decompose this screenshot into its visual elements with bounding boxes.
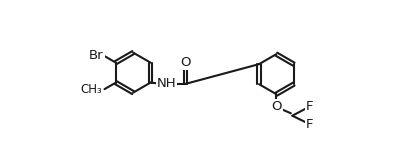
- Text: O: O: [271, 100, 282, 113]
- Text: NH: NH: [157, 77, 176, 90]
- Text: F: F: [306, 118, 313, 131]
- Text: F: F: [306, 100, 313, 113]
- Text: CH₃: CH₃: [80, 83, 102, 96]
- Text: Br: Br: [89, 49, 103, 62]
- Text: O: O: [180, 56, 191, 69]
